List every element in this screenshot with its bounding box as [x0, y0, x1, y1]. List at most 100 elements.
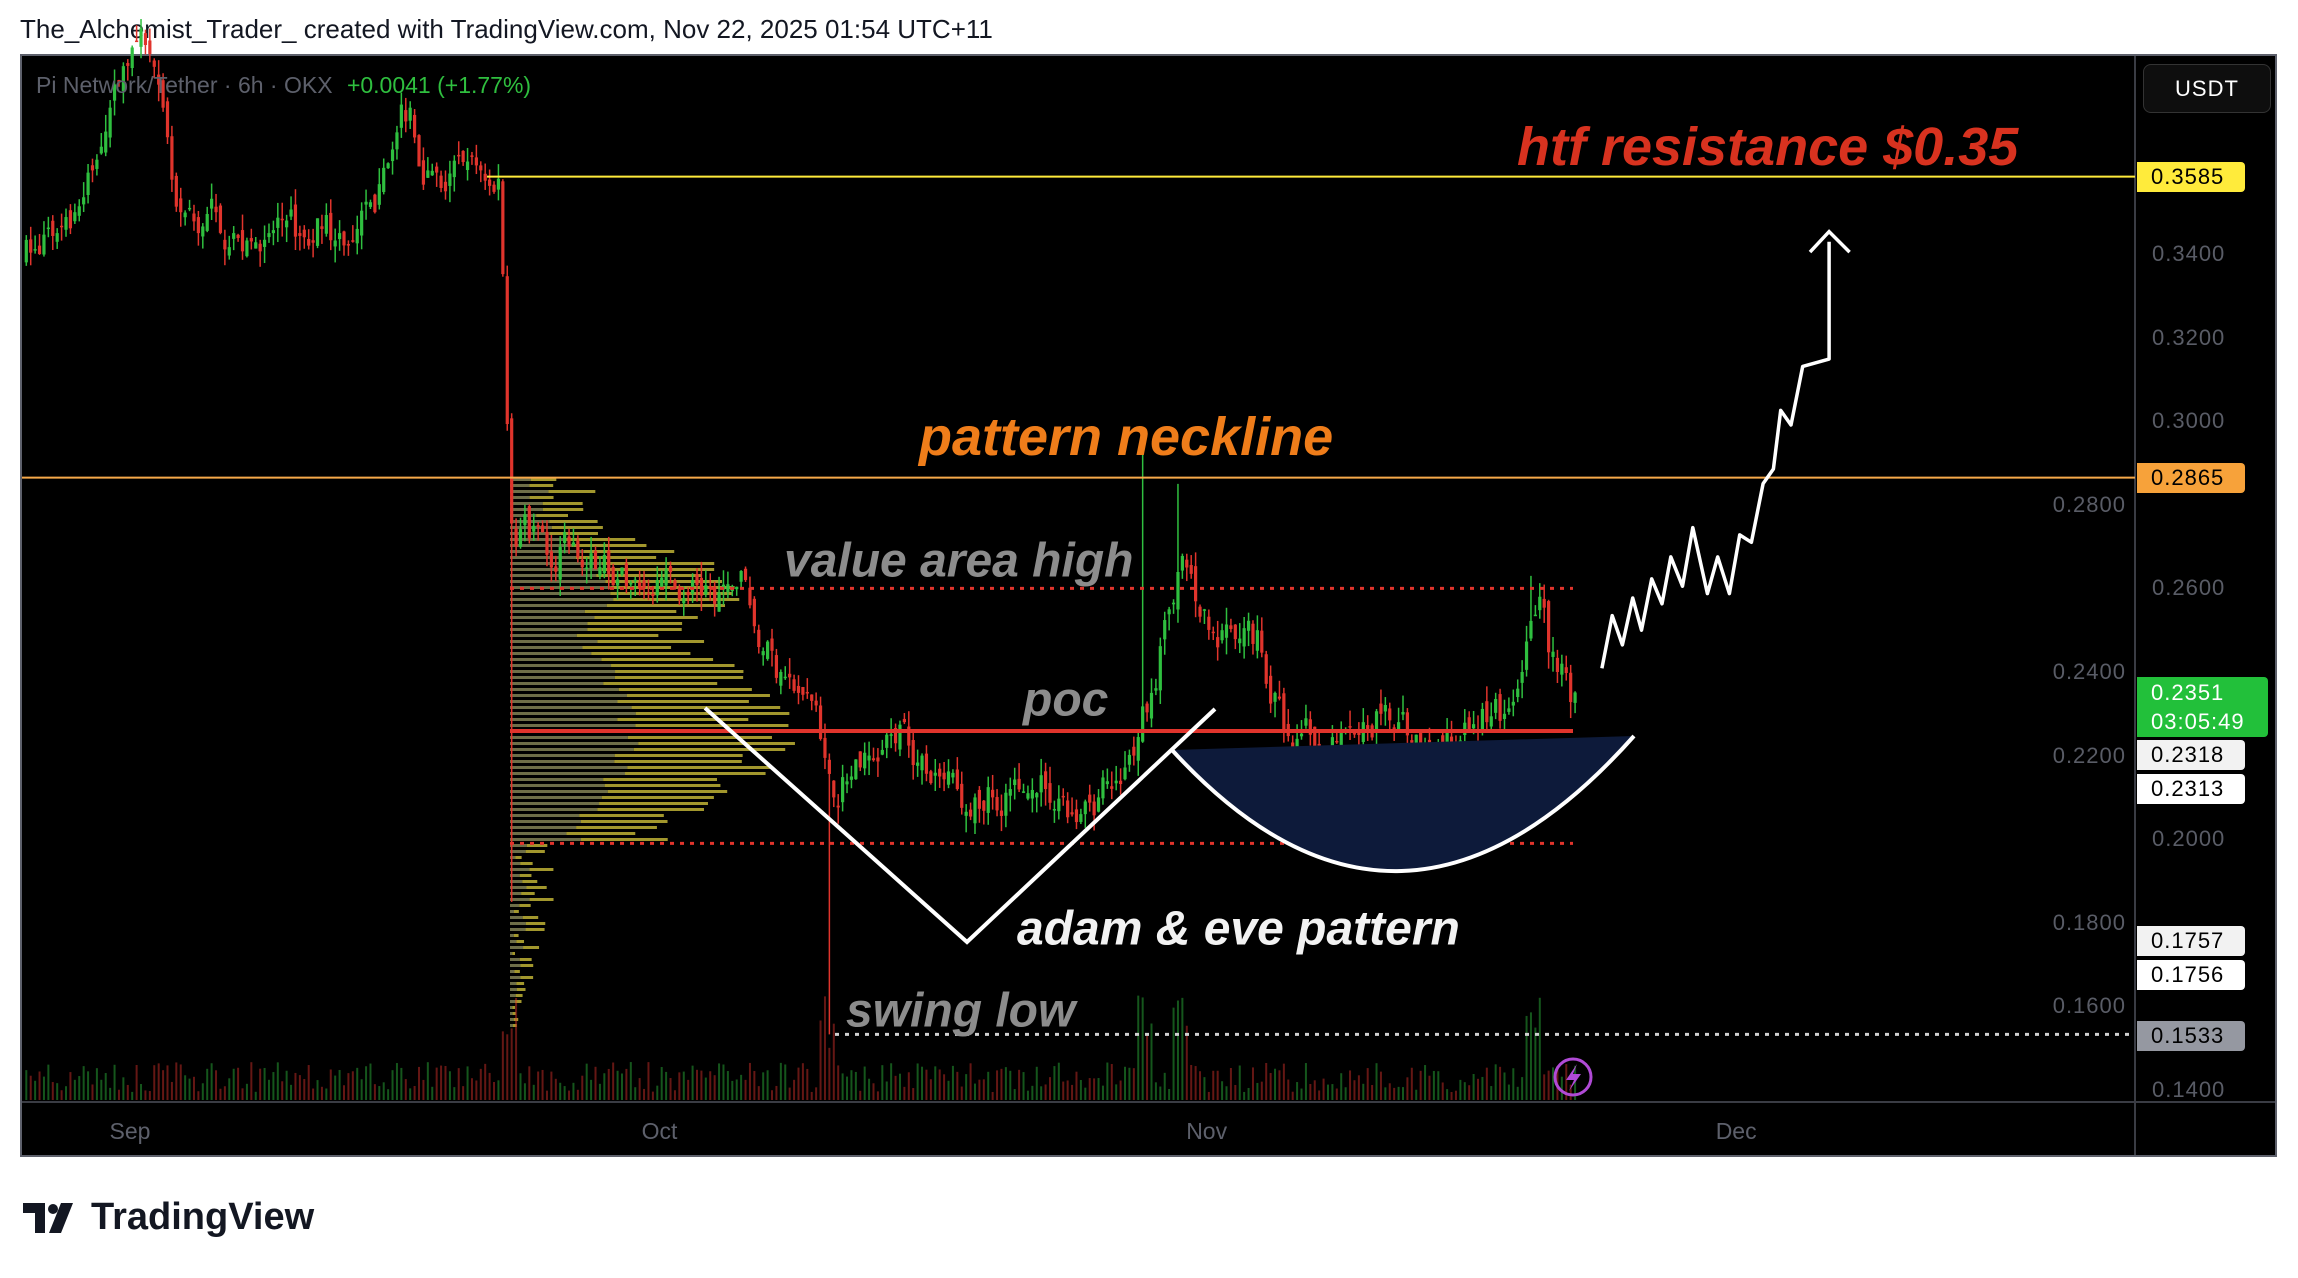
candle-body — [426, 170, 430, 178]
candle-body — [1533, 614, 1537, 617]
volume-bar — [510, 1028, 513, 1100]
chart-frame[interactable] — [20, 54, 2277, 1157]
volume-profile-bar — [521, 892, 535, 895]
candle-body — [1255, 630, 1259, 651]
volume-profile-bar — [529, 496, 554, 499]
volume-bar — [1468, 1085, 1471, 1100]
candle-body — [333, 240, 337, 247]
candle-body — [1419, 732, 1423, 748]
volume-profile-bar — [510, 772, 626, 775]
volume-bar — [1340, 1073, 1343, 1100]
volume-bar — [1485, 1067, 1488, 1100]
volume-profile-bar — [638, 742, 795, 745]
volume-bar — [973, 1083, 976, 1100]
volume-bar — [1494, 1064, 1497, 1100]
candle-body — [629, 583, 633, 585]
candle-body — [329, 212, 333, 241]
price-tick: 0.3000 — [2152, 408, 2226, 434]
htf-resistance-price-badge: 0.3585 — [2137, 162, 2245, 192]
lightning-icon[interactable] — [1553, 1057, 1593, 1097]
candle-body — [187, 207, 192, 210]
volume-profile-bar — [599, 802, 708, 805]
candle-body — [1383, 704, 1387, 712]
candle-body — [465, 161, 470, 171]
volume-profile-bar — [601, 796, 714, 799]
candle-body — [523, 514, 527, 526]
volume-profile-bar — [510, 742, 639, 745]
candle-body — [942, 772, 946, 780]
candle-body — [761, 651, 765, 656]
volume-profile-bar — [610, 592, 733, 595]
volume-profile-bar — [510, 688, 619, 691]
candle-body — [196, 217, 200, 234]
candle-body — [602, 554, 606, 574]
volume-bar — [1379, 1071, 1382, 1100]
volume-bar — [841, 1073, 844, 1100]
candle-body — [1189, 565, 1193, 574]
volume-profile-bar — [510, 1006, 513, 1009]
volume-profile-bar — [601, 562, 715, 565]
volume-bar — [360, 1079, 363, 1100]
volume-bar — [779, 1062, 782, 1100]
volume-bar — [1538, 997, 1541, 1100]
volume-bar — [907, 1072, 910, 1100]
price-tick: 0.3400 — [2152, 241, 2226, 266]
volume-profile-bar — [513, 1024, 517, 1027]
candle-body — [1004, 792, 1008, 816]
candle-body — [1388, 708, 1392, 721]
candle-body — [240, 230, 245, 252]
volume-bar — [1185, 1025, 1188, 1100]
volume-profile-bar — [510, 754, 615, 757]
candle-body — [1066, 800, 1070, 818]
currency-button[interactable]: USDT — [2143, 64, 2271, 113]
volume-profile-bar — [579, 814, 664, 817]
volume-bar — [545, 1090, 548, 1100]
candle-body — [704, 585, 708, 595]
volume-bar — [351, 1071, 354, 1100]
candle-body — [342, 231, 346, 246]
volume-bar — [1490, 1086, 1493, 1100]
candle-body — [82, 197, 86, 205]
candle-body — [774, 655, 779, 678]
candle-body — [545, 531, 549, 555]
candle-body — [1096, 797, 1101, 812]
volume-profile-bar — [510, 796, 602, 799]
volume-profile-bar — [512, 952, 516, 955]
volume-profile-bar — [510, 838, 581, 841]
volume-bar — [801, 1063, 804, 1100]
candle-body — [646, 593, 651, 596]
volume-bar — [682, 1071, 685, 1100]
volume-bar — [898, 1073, 901, 1100]
candle-body — [33, 249, 37, 251]
volume-bar — [1282, 1063, 1285, 1100]
candle-body — [651, 593, 655, 597]
candle-body — [262, 239, 267, 247]
candle-body — [139, 28, 143, 47]
candle-body — [479, 165, 483, 171]
volume-profile-bar — [516, 982, 525, 985]
volume-bar — [365, 1066, 368, 1100]
volume-bar — [1199, 1071, 1202, 1100]
volume-bar — [1207, 1091, 1210, 1100]
candle-body — [1057, 798, 1061, 812]
volume-bar — [237, 1067, 240, 1100]
candle-body — [615, 579, 620, 586]
tradingview-logo[interactable]: TradingView — [23, 1196, 314, 1239]
candle-body — [924, 753, 929, 774]
volume-bar — [1516, 1086, 1519, 1100]
candle-body — [1392, 727, 1396, 729]
volume-profile-bar — [583, 550, 675, 553]
candle-body — [593, 551, 598, 570]
volume-profile-bar — [510, 676, 615, 679]
volume-bar — [554, 1078, 557, 1100]
candle-body — [95, 159, 99, 169]
candle-body — [739, 571, 743, 582]
volume-bar — [343, 1085, 345, 1100]
candle-body — [1092, 801, 1096, 816]
volume-bar — [797, 1067, 800, 1100]
volume-bar — [1357, 1075, 1360, 1100]
volume-profile-bar — [576, 826, 657, 829]
candle-body — [205, 214, 209, 231]
volume-bar — [73, 1079, 76, 1100]
